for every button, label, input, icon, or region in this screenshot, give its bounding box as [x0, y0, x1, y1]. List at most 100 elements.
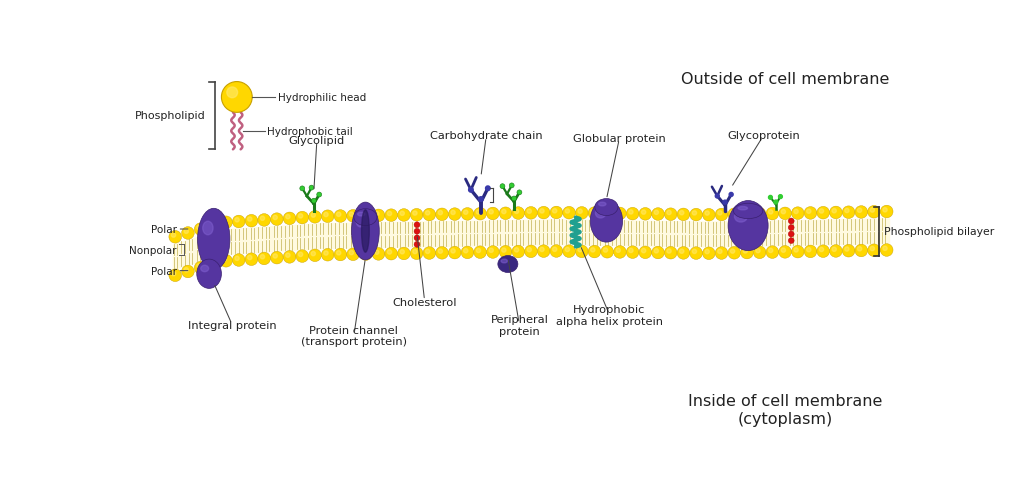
Circle shape [273, 254, 278, 259]
Circle shape [435, 247, 449, 260]
Circle shape [778, 207, 792, 220]
Text: Nonpolar: Nonpolar [129, 245, 177, 255]
Circle shape [692, 250, 696, 254]
Circle shape [347, 210, 359, 223]
Circle shape [502, 210, 506, 214]
Circle shape [730, 249, 734, 254]
Circle shape [449, 208, 461, 221]
Circle shape [527, 248, 531, 252]
Ellipse shape [498, 256, 518, 273]
Circle shape [654, 211, 658, 215]
Circle shape [464, 211, 468, 215]
Circle shape [337, 213, 341, 217]
Circle shape [743, 211, 748, 215]
Circle shape [234, 257, 240, 261]
Circle shape [234, 218, 240, 223]
Circle shape [514, 248, 519, 252]
Circle shape [788, 232, 795, 238]
Circle shape [702, 209, 715, 222]
Ellipse shape [198, 209, 230, 270]
Circle shape [553, 247, 557, 252]
Circle shape [220, 255, 232, 267]
Circle shape [464, 249, 468, 253]
Circle shape [591, 210, 595, 214]
Circle shape [788, 219, 795, 224]
Circle shape [260, 217, 264, 221]
Circle shape [867, 206, 881, 219]
Circle shape [804, 245, 817, 258]
Circle shape [502, 248, 506, 253]
Circle shape [677, 247, 690, 260]
Circle shape [563, 245, 575, 258]
Circle shape [478, 197, 483, 202]
Circle shape [375, 212, 379, 216]
Circle shape [423, 247, 435, 260]
Circle shape [550, 207, 562, 219]
Circle shape [616, 210, 621, 214]
Circle shape [469, 188, 473, 193]
Circle shape [855, 244, 867, 257]
Circle shape [883, 246, 887, 251]
Ellipse shape [354, 209, 377, 226]
Circle shape [766, 208, 778, 221]
Circle shape [778, 246, 792, 259]
Circle shape [677, 209, 690, 221]
Circle shape [553, 209, 557, 214]
Circle shape [833, 209, 837, 213]
Circle shape [260, 255, 264, 259]
Circle shape [651, 247, 665, 259]
Circle shape [730, 211, 734, 215]
Circle shape [322, 249, 334, 262]
Circle shape [195, 262, 207, 274]
Circle shape [817, 245, 829, 258]
Circle shape [372, 248, 385, 261]
Circle shape [476, 210, 480, 215]
Circle shape [296, 212, 308, 224]
Text: Cholesterol: Cholesterol [392, 297, 457, 307]
Text: Glycolipid: Glycolipid [289, 136, 345, 146]
Circle shape [754, 246, 766, 259]
Text: Glycoprotein: Glycoprotein [727, 131, 800, 141]
Text: Polar: Polar [151, 224, 177, 235]
Circle shape [804, 207, 817, 220]
Circle shape [413, 250, 417, 254]
Circle shape [397, 247, 411, 260]
Circle shape [486, 208, 499, 221]
Circle shape [843, 245, 855, 258]
Circle shape [680, 249, 684, 254]
Circle shape [512, 197, 516, 202]
Circle shape [639, 246, 651, 259]
Circle shape [740, 208, 754, 221]
Circle shape [715, 209, 728, 222]
Circle shape [855, 206, 867, 219]
Circle shape [413, 211, 417, 216]
Circle shape [489, 248, 494, 253]
Circle shape [766, 246, 778, 259]
Ellipse shape [357, 213, 365, 217]
Circle shape [641, 249, 646, 253]
Circle shape [613, 246, 627, 259]
Circle shape [197, 226, 201, 230]
Circle shape [476, 249, 480, 253]
Ellipse shape [351, 203, 379, 260]
Circle shape [337, 251, 341, 255]
Circle shape [639, 208, 651, 221]
Text: Carbohydrate chain: Carbohydrate chain [430, 131, 543, 141]
Circle shape [207, 220, 220, 232]
Circle shape [690, 209, 702, 222]
Circle shape [296, 250, 308, 263]
Circle shape [258, 214, 270, 227]
Circle shape [300, 186, 305, 191]
Ellipse shape [738, 207, 748, 210]
Circle shape [414, 242, 420, 248]
Circle shape [512, 246, 524, 258]
Circle shape [692, 211, 696, 216]
Ellipse shape [590, 201, 623, 243]
Circle shape [414, 223, 420, 228]
Circle shape [311, 252, 315, 256]
Ellipse shape [599, 203, 606, 206]
Circle shape [665, 208, 677, 221]
Circle shape [575, 207, 588, 220]
Circle shape [867, 244, 881, 257]
Circle shape [565, 248, 569, 252]
